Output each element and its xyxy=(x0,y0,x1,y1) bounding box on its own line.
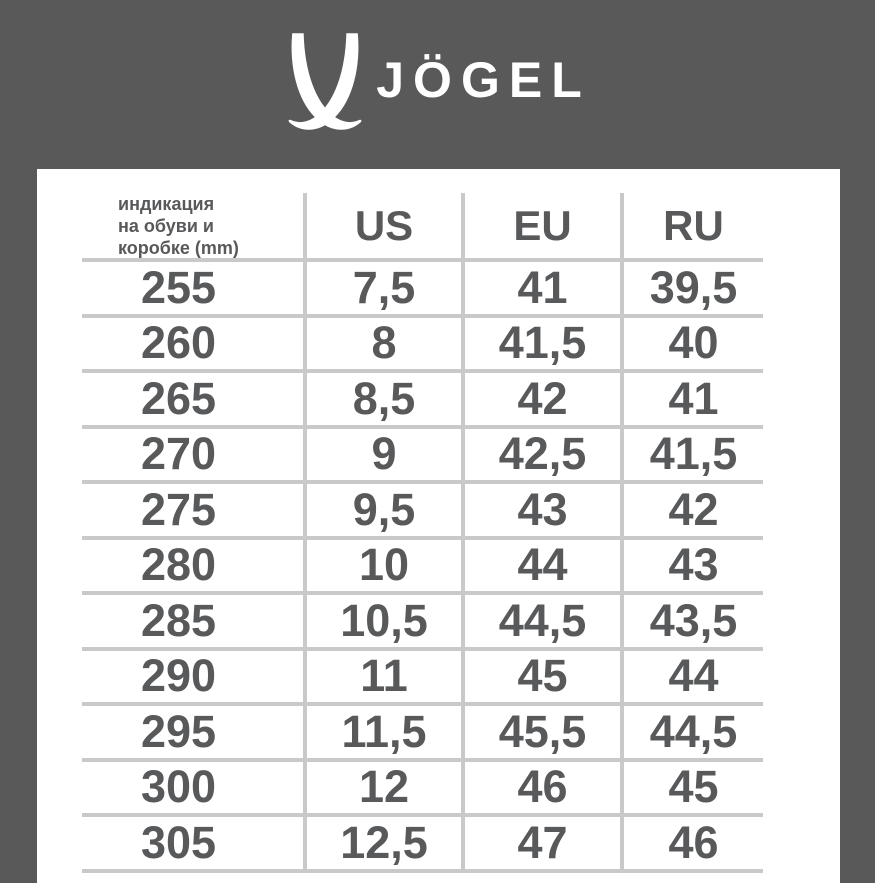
cell-us: 12 xyxy=(303,761,461,817)
cell-mm: 270 xyxy=(82,428,303,484)
cell-eu: 41,5 xyxy=(461,317,620,373)
size-chart-card: индикация на обуви и коробке (mm) US EU … xyxy=(37,169,840,883)
header-label-line-1: индикация xyxy=(118,193,215,214)
cell-eu: 44 xyxy=(461,539,620,595)
cell-us: 11,5 xyxy=(303,706,461,762)
cell-eu: 45,5 xyxy=(461,706,620,762)
header-label-line-2: на обуви и xyxy=(118,215,214,236)
cell-ru: 41 xyxy=(620,373,763,429)
cell-eu: 41 xyxy=(461,262,620,318)
cell-mm: 295 xyxy=(82,706,303,762)
jogel-crossed-blades-icon xyxy=(288,33,362,130)
cell-ru: 46 xyxy=(620,817,763,873)
cell-mm: 290 xyxy=(82,650,303,706)
cell-mm: 305 xyxy=(82,817,303,873)
cell-eu: 45 xyxy=(461,650,620,706)
cell-us: 10 xyxy=(303,539,461,595)
cell-ru: 39,5 xyxy=(620,262,763,318)
cell-mm: 285 xyxy=(82,595,303,651)
cell-mm: 275 xyxy=(82,484,303,540)
cell-ru: 44 xyxy=(620,650,763,706)
cell-eu: 46 xyxy=(461,761,620,817)
cell-eu: 44,5 xyxy=(461,595,620,651)
cell-us: 9,5 xyxy=(303,484,461,540)
cell-mm: 255 xyxy=(82,262,303,318)
cell-us: 11 xyxy=(303,650,461,706)
brand-wordmark: JÖGEL xyxy=(376,52,591,108)
cell-us: 9 xyxy=(303,428,461,484)
cell-us: 7,5 xyxy=(303,262,461,318)
cell-ru: 40 xyxy=(620,317,763,373)
cell-ru: 45 xyxy=(620,761,763,817)
cell-mm: 260 xyxy=(82,317,303,373)
cell-us: 12,5 xyxy=(303,817,461,873)
header-size-indication: индикация на обуви и коробке (mm) xyxy=(82,193,303,262)
cell-ru: 44,5 xyxy=(620,706,763,762)
header-label-line-3: коробке (mm) xyxy=(118,237,239,258)
cell-mm: 280 xyxy=(82,539,303,595)
cell-ru: 43 xyxy=(620,539,763,595)
cell-us: 8,5 xyxy=(303,373,461,429)
brand-logo: JÖGEL xyxy=(0,0,875,169)
cell-us: 10,5 xyxy=(303,595,461,651)
header-us: US xyxy=(303,193,461,262)
header-eu: EU xyxy=(461,193,620,262)
header-ru: RU xyxy=(620,193,763,262)
cell-mm: 265 xyxy=(82,373,303,429)
size-table: индикация на обуви и коробке (mm) US EU … xyxy=(82,193,840,873)
header-size-indication-label: индикация на обуви и коробке (mm) xyxy=(118,193,239,259)
cell-us: 8 xyxy=(303,317,461,373)
cell-eu: 42 xyxy=(461,373,620,429)
cell-mm: 300 xyxy=(82,761,303,817)
cell-eu: 47 xyxy=(461,817,620,873)
cell-eu: 43 xyxy=(461,484,620,540)
cell-ru: 42 xyxy=(620,484,763,540)
cell-ru: 43,5 xyxy=(620,595,763,651)
cell-eu: 42,5 xyxy=(461,428,620,484)
cell-ru: 41,5 xyxy=(620,428,763,484)
